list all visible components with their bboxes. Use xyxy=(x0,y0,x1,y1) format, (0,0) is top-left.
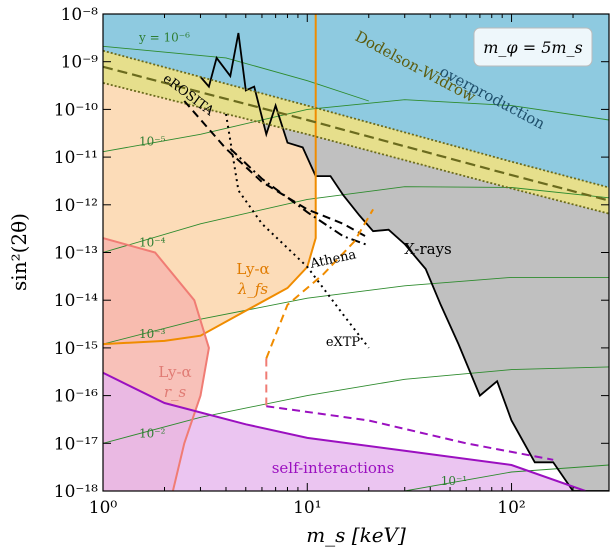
series-line-self-interactions-projection xyxy=(266,405,554,461)
series-line-extp xyxy=(225,113,370,349)
legend-frame xyxy=(473,27,593,67)
xray-boundary-line xyxy=(199,32,609,491)
lya-rs-label-2: r_s xyxy=(164,383,187,401)
y-axis-title: sin²(2θ) xyxy=(7,213,31,291)
y-contours: y = 10⁻⁶ 10⁻⁵ 10⁻⁴ 10⁻³ 10⁻² 10⁻¹ xyxy=(103,30,609,491)
series-line-athena xyxy=(229,147,370,247)
y-contour-label-3: 10⁻³ xyxy=(139,327,166,341)
y-tick-label: 10⁻¹⁸ xyxy=(54,482,98,502)
constraint-lines xyxy=(103,14,609,491)
y-contour-4 xyxy=(103,366,609,444)
y-contour-0 xyxy=(103,45,369,102)
x-tick-label: 10² xyxy=(497,498,525,518)
dodelson-widrow-lower-line xyxy=(103,82,609,215)
y-tick-label: 10⁻⁹ xyxy=(61,53,99,73)
series-line-ly-alpha-lambda-fs-projection xyxy=(265,208,374,359)
lya-rs-label-1: Ly-α xyxy=(158,363,191,381)
self-interactions-label: self-interactions xyxy=(272,459,395,477)
y-tick-label: 10⁻¹² xyxy=(54,196,98,216)
x-axis-title: m_s [keV] xyxy=(306,523,406,547)
y-contour-label-0: y = 10⁻⁶ xyxy=(138,30,190,44)
lya-lfs-label-1: Ly-α xyxy=(236,260,269,278)
tick-labels: 10⁰ 10¹ 10² 10⁻¹⁸ 10⁻¹⁷ 10⁻¹⁶ 10⁻¹⁵ 10⁻¹⁴ 10⁻¹³ 1… xyxy=(54,5,526,518)
axis-ticks xyxy=(102,13,610,492)
projection-lines xyxy=(183,100,554,461)
y-contour-1 xyxy=(103,99,609,153)
lya-lfs-boundary-line xyxy=(103,14,317,346)
y-tick-label: 10⁻⁸ xyxy=(61,5,99,25)
y-contour-label-2: 10⁻⁴ xyxy=(139,236,166,250)
y-contour-2 xyxy=(103,186,609,253)
xrays-label: X-rays xyxy=(404,240,452,258)
y-contour-5 xyxy=(404,464,609,491)
legend-text: m_φ = 5m_s xyxy=(483,38,583,57)
y-tick-label: 10⁻¹⁷ xyxy=(54,434,98,454)
y-tick-label: 10⁻¹¹ xyxy=(54,148,98,168)
y-contour-label-5: 10⁻¹ xyxy=(441,474,467,488)
y-contour-3 xyxy=(103,276,609,345)
x-tick-label: 10¹ xyxy=(293,498,321,518)
y-contour-label-1: 10⁻⁵ xyxy=(139,135,166,149)
y-tick-label: 10⁻¹³ xyxy=(54,244,98,264)
y-tick-label: 10⁻¹⁶ xyxy=(54,387,98,407)
legend-box: m_φ = 5m_s xyxy=(473,27,593,67)
lya-lfs-label-2: λ_fs xyxy=(237,280,269,298)
x-tick-label: 10⁰ xyxy=(89,498,118,518)
y-tick-label: 10⁻¹⁵ xyxy=(54,339,98,359)
series-line-erosita xyxy=(183,100,370,239)
y-tick-label: 10⁻¹⁰ xyxy=(54,100,98,120)
y-tick-label: 10⁻¹⁴ xyxy=(54,291,98,311)
overproduction-boundary-line xyxy=(103,49,609,189)
extp-label: eXTP xyxy=(326,335,361,350)
self-interactions-boundary-line xyxy=(103,371,586,491)
lya-rs-boundary-line xyxy=(103,237,210,491)
self-interactions-region xyxy=(103,372,586,491)
y-contour-label-4: 10⁻² xyxy=(139,426,166,440)
dodelson-widrow-line xyxy=(103,65,609,202)
